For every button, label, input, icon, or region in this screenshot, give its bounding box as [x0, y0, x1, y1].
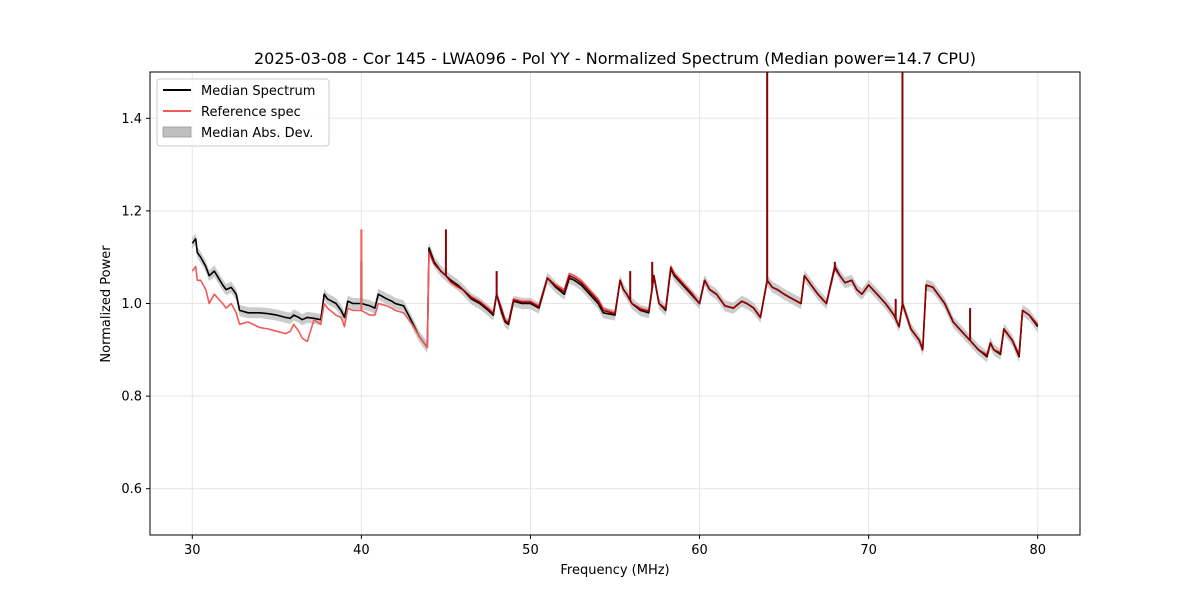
- x-tick-label: 40: [353, 543, 370, 558]
- x-axis-label: Frequency (MHz): [560, 563, 669, 578]
- legend-label-reference: Reference spec: [201, 105, 301, 120]
- y-axis-ticks: 0.6 0.8 1.0 1.2 1.4: [121, 112, 150, 497]
- chart-title: 2025-03-08 - Cor 145 - LWA096 - Pol YY -…: [254, 49, 976, 68]
- legend: Median Spectrum Reference spec Median Ab…: [156, 78, 330, 147]
- x-axis-ticks: 30 40 50 60 70 80: [184, 535, 1046, 558]
- x-tick-label: 70: [860, 543, 877, 558]
- x-tick-label: 50: [522, 543, 539, 558]
- overlap-line: [428, 250, 1039, 357]
- y-tick-label: 0.8: [121, 390, 142, 405]
- x-tick-label: 60: [691, 543, 708, 558]
- legend-label-median: Median Spectrum: [201, 84, 315, 99]
- legend-swatch-mad: [162, 126, 192, 138]
- legend-box: [156, 78, 330, 147]
- y-axis-label: Normalized Power: [99, 245, 114, 363]
- y-tick-label: 0.6: [121, 482, 142, 497]
- x-tick-label: 80: [1029, 543, 1046, 558]
- plot-series: [191, 72, 1039, 363]
- y-tick-label: 1.4: [121, 112, 142, 127]
- y-tick-label: 1.0: [121, 297, 142, 312]
- legend-label-mad: Median Abs. Dev.: [201, 126, 313, 141]
- x-tick-label: 30: [184, 543, 201, 558]
- y-tick-label: 1.2: [121, 204, 142, 219]
